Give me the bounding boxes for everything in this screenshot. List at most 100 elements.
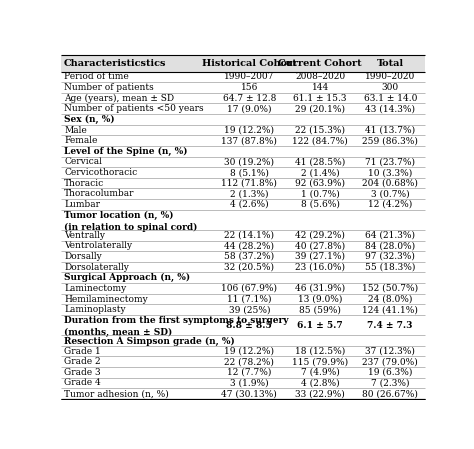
Text: 122 (84.7%): 122 (84.7%) <box>292 136 348 145</box>
Text: Current Cohort: Current Cohort <box>278 58 362 67</box>
Text: 41 (28.5%): 41 (28.5%) <box>295 158 346 167</box>
Text: Grade 1: Grade 1 <box>64 347 101 356</box>
Text: 300: 300 <box>382 83 399 92</box>
Text: 1 (0.7%): 1 (0.7%) <box>301 189 339 198</box>
Text: 1990–2007: 1990–2007 <box>224 72 274 81</box>
Text: Grade 2: Grade 2 <box>64 357 100 366</box>
Text: 40 (27.8%): 40 (27.8%) <box>295 242 345 251</box>
Text: 7 (4.9%): 7 (4.9%) <box>301 368 339 377</box>
Text: 19 (12.2%): 19 (12.2%) <box>224 347 274 356</box>
Text: Level of the Spine (n, %): Level of the Spine (n, %) <box>64 147 188 156</box>
Text: 204 (0.68%): 204 (0.68%) <box>362 179 418 188</box>
Text: 39 (25%): 39 (25%) <box>228 305 270 314</box>
Text: 61.1 ± 15.3: 61.1 ± 15.3 <box>293 94 347 103</box>
Text: Sex (n, %): Sex (n, %) <box>64 115 115 124</box>
Text: 12 (4.2%): 12 (4.2%) <box>368 200 412 209</box>
Text: 22 (14.1%): 22 (14.1%) <box>224 231 274 240</box>
Text: Number of patients: Number of patients <box>64 83 154 92</box>
Text: 71 (23.7%): 71 (23.7%) <box>365 158 415 167</box>
Text: 55 (18.3%): 55 (18.3%) <box>365 263 415 272</box>
Text: 44 (28.2%): 44 (28.2%) <box>224 242 274 251</box>
Text: 18 (12.5%): 18 (12.5%) <box>295 347 346 356</box>
Text: 6.1 ± 5.7: 6.1 ± 5.7 <box>297 321 343 330</box>
Text: 12 (7.7%): 12 (7.7%) <box>227 368 272 377</box>
Text: Surgical Approach (n, %): Surgical Approach (n, %) <box>64 273 190 282</box>
Text: 80 (26.67%): 80 (26.67%) <box>362 389 418 398</box>
Text: 85 (59%): 85 (59%) <box>299 305 341 314</box>
Text: 46 (31.9%): 46 (31.9%) <box>295 284 345 293</box>
Text: 8.8 ± 8.5: 8.8 ± 8.5 <box>227 321 272 330</box>
Text: Number of patients <50 years: Number of patients <50 years <box>64 104 204 113</box>
Text: 63.1 ± 14.0: 63.1 ± 14.0 <box>364 94 417 103</box>
Text: 64 (21.3%): 64 (21.3%) <box>365 231 415 240</box>
Text: 112 (71.8%): 112 (71.8%) <box>221 179 277 188</box>
Text: Grade 3: Grade 3 <box>64 368 100 377</box>
Text: 11 (7.1%): 11 (7.1%) <box>227 295 272 304</box>
Text: 58 (37.2%): 58 (37.2%) <box>224 252 274 261</box>
Text: 237 (79.0%): 237 (79.0%) <box>362 357 418 366</box>
Text: 84 (28.0%): 84 (28.0%) <box>365 242 415 251</box>
Text: Dorsally: Dorsally <box>64 252 102 261</box>
Text: Dorsolaterally: Dorsolaterally <box>64 263 129 272</box>
Text: 8 (5.6%): 8 (5.6%) <box>301 200 340 209</box>
Text: 19 (12.2%): 19 (12.2%) <box>224 126 274 135</box>
Text: Period of time: Period of time <box>64 72 129 81</box>
Text: 4 (2.8%): 4 (2.8%) <box>301 379 339 387</box>
Text: 115 (79.9%): 115 (79.9%) <box>292 357 348 366</box>
Text: 19 (6.3%): 19 (6.3%) <box>368 368 412 377</box>
Text: 144: 144 <box>311 83 329 92</box>
Text: 42 (29.2%): 42 (29.2%) <box>295 231 345 240</box>
Text: Female: Female <box>64 136 97 145</box>
Text: 47 (30.13%): 47 (30.13%) <box>221 389 277 398</box>
Text: 106 (67.9%): 106 (67.9%) <box>221 284 277 293</box>
Text: Ventrolaterally: Ventrolaterally <box>64 242 132 251</box>
Text: 7.4 ± 7.3: 7.4 ± 7.3 <box>367 321 413 330</box>
Text: 43 (14.3%): 43 (14.3%) <box>365 104 415 113</box>
Text: 7 (2.3%): 7 (2.3%) <box>371 379 410 387</box>
Text: 37 (12.3%): 37 (12.3%) <box>365 347 415 356</box>
Text: 64.7 ± 12.8: 64.7 ± 12.8 <box>223 94 276 103</box>
Text: 97 (32.3%): 97 (32.3%) <box>365 252 415 261</box>
Text: Cervical: Cervical <box>64 158 102 167</box>
Text: Lumbar: Lumbar <box>64 200 100 209</box>
Text: Duration from the first symptoms to surgery
(months, mean ± SD): Duration from the first symptoms to surg… <box>64 317 289 337</box>
Text: 3 (1.9%): 3 (1.9%) <box>230 379 269 387</box>
Text: 32 (20.5%): 32 (20.5%) <box>224 263 274 272</box>
Text: Ventrally: Ventrally <box>64 231 105 240</box>
Text: 29 (20.1%): 29 (20.1%) <box>295 104 345 113</box>
Text: Laminoplasty: Laminoplasty <box>64 305 126 314</box>
Text: 2 (1.4%): 2 (1.4%) <box>301 168 339 177</box>
Text: 39 (27.1%): 39 (27.1%) <box>295 252 345 261</box>
Text: 2008–2020: 2008–2020 <box>295 72 345 81</box>
Text: 41 (13.7%): 41 (13.7%) <box>365 126 415 135</box>
Text: Resection À Simpson grade (n, %): Resection À Simpson grade (n, %) <box>64 335 235 346</box>
Text: 152 (50.7%): 152 (50.7%) <box>362 284 418 293</box>
Text: Cervicothoracic: Cervicothoracic <box>64 168 137 177</box>
Text: 137 (87.8%): 137 (87.8%) <box>221 136 277 145</box>
Text: Age (years), mean ± SD: Age (years), mean ± SD <box>64 93 174 103</box>
Text: Male: Male <box>64 126 87 135</box>
Text: 4 (2.6%): 4 (2.6%) <box>230 200 269 209</box>
Bar <box>61 55 425 71</box>
Text: Thoracic: Thoracic <box>64 179 104 188</box>
Text: Characteristicstics: Characteristicstics <box>64 58 166 67</box>
Text: Thoracolumbar: Thoracolumbar <box>64 189 135 198</box>
Text: Total: Total <box>377 58 404 67</box>
Text: 3 (0.7%): 3 (0.7%) <box>371 189 410 198</box>
Text: Grade 4: Grade 4 <box>64 379 101 387</box>
Text: 156: 156 <box>241 83 258 92</box>
Text: 30 (19.2%): 30 (19.2%) <box>224 158 274 167</box>
Text: 22 (78.2%): 22 (78.2%) <box>224 357 274 366</box>
Text: Laminectomy: Laminectomy <box>64 284 126 293</box>
Text: 33 (22.9%): 33 (22.9%) <box>295 389 345 398</box>
Text: Tumor adhesion (n, %): Tumor adhesion (n, %) <box>64 389 169 398</box>
Text: 10 (3.3%): 10 (3.3%) <box>368 168 412 177</box>
Text: 8 (5.1%): 8 (5.1%) <box>230 168 269 177</box>
Text: 124 (41.1%): 124 (41.1%) <box>362 305 418 314</box>
Text: 92 (63.9%): 92 (63.9%) <box>295 179 345 188</box>
Text: Hemilaminectomy: Hemilaminectomy <box>64 295 148 304</box>
Text: 1990–2020: 1990–2020 <box>365 72 415 81</box>
Text: 13 (9.0%): 13 (9.0%) <box>298 295 342 304</box>
Text: Historical Cohort: Historical Cohort <box>202 58 297 67</box>
Text: 2 (1.3%): 2 (1.3%) <box>230 189 269 198</box>
